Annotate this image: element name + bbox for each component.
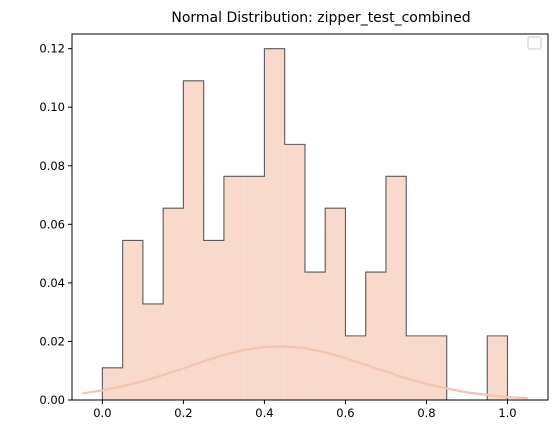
histogram-bar	[122, 240, 143, 400]
normal-curve	[81, 345, 528, 400]
y-tick-label: 0.12	[39, 42, 65, 56]
chart-title: Normal Distribution: zipper_test_combine…	[171, 10, 470, 26]
x-tick-label: 1.0	[498, 406, 516, 420]
histogram-bar	[325, 208, 346, 400]
histogram-bar	[365, 272, 386, 400]
x-tick-label: 0.4	[255, 406, 273, 420]
histogram-bar	[223, 176, 245, 400]
histogram-bar	[244, 176, 265, 400]
histogram-bar	[102, 367, 123, 400]
histogram-bar	[304, 272, 326, 400]
histogram-bar	[345, 335, 366, 400]
plot-frame	[71, 33, 549, 401]
y-tick-label: 0.06	[39, 217, 65, 231]
y-tick-label: 0.02	[39, 334, 65, 348]
histogram-bar	[264, 48, 285, 400]
x-tick-label: 0.0	[93, 406, 111, 420]
histogram-bar	[406, 335, 427, 400]
histogram-bar	[142, 303, 164, 400]
histogram-bar	[426, 335, 447, 400]
plot-area: 0.0 0.2 0.4 0.6 0.8 1.0 0.00 0.02 0.04 0.06 0.08 0.…	[39, 33, 549, 420]
histogram-bar	[487, 335, 508, 400]
x-tick-label: 0.6	[336, 406, 354, 420]
y-tick-label: 0.10	[39, 100, 65, 114]
histogram-outline	[101, 48, 509, 401]
y-tick-label: 0.08	[39, 159, 65, 173]
legend-box	[527, 36, 542, 50]
x-tick-label: 0.2	[174, 406, 192, 420]
histogram-bar	[203, 240, 224, 400]
histogram-bar	[284, 144, 305, 400]
histogram-bar	[163, 208, 184, 400]
y-tick-label: 0.00	[39, 393, 65, 407]
x-tick-label: 0.8	[417, 406, 435, 420]
histogram-bar	[183, 80, 204, 401]
y-tick-label: 0.04	[39, 276, 65, 290]
histogram-bar	[385, 176, 407, 400]
